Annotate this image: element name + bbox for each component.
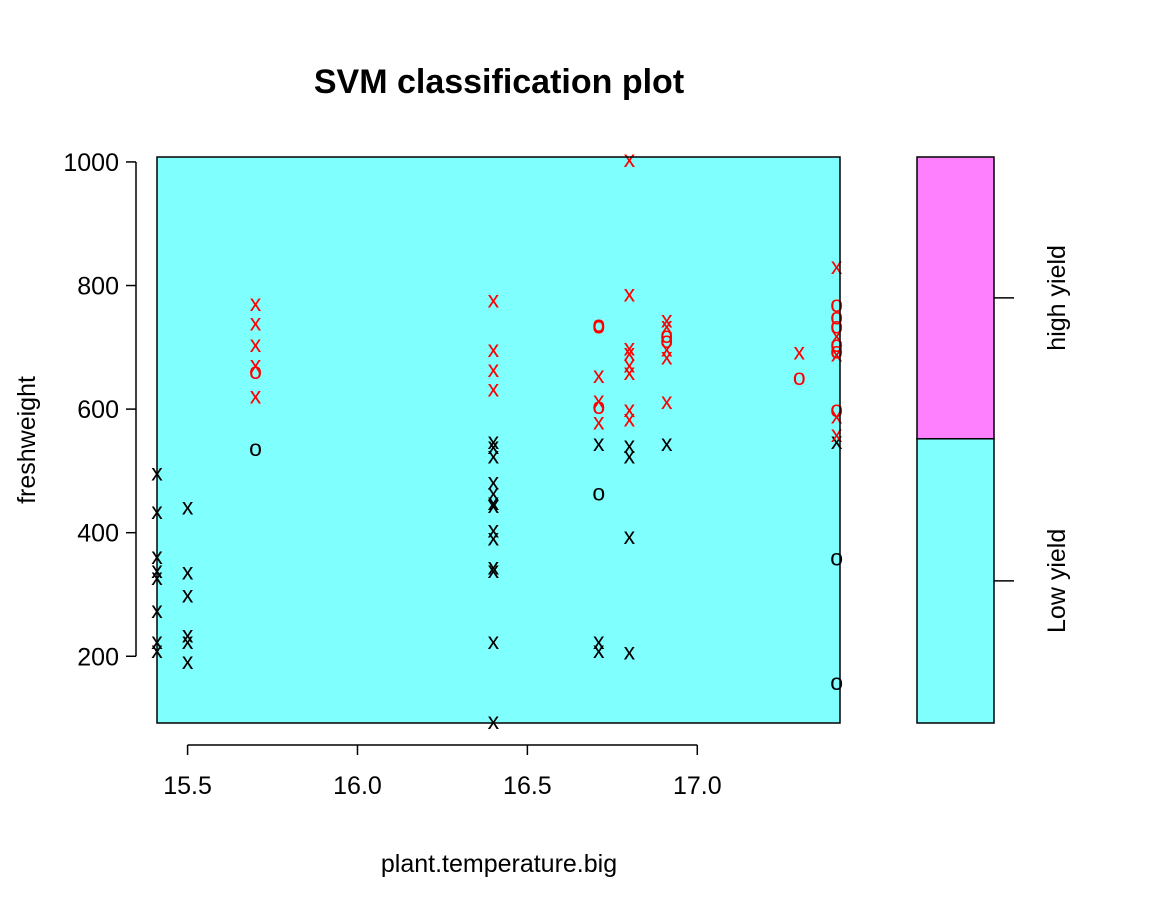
point-low-yield-35: x (624, 638, 636, 664)
point-low-yield-31: x (593, 637, 605, 663)
point-low-yield-13: x (182, 648, 194, 674)
point-high-yield-23: x (624, 405, 636, 431)
point-high-yield-21: x (624, 359, 636, 385)
y-tick-label-3: 800 (77, 273, 119, 301)
point-high-yield-17: x (624, 281, 636, 307)
point-low-yield-8: x (182, 494, 194, 520)
point-low-yield-30: x (593, 628, 605, 654)
point-low-yield-34: x (624, 523, 636, 549)
point-high-yield-7: x (488, 336, 500, 362)
point-low-yield-11: x (182, 622, 194, 648)
point-high-yield-26: o (660, 322, 673, 348)
point-low-yield-14: o (249, 435, 262, 461)
point-low-yield-19: x (488, 480, 500, 506)
y-axis-label: freshweight (13, 376, 41, 504)
point-high-yield-14: o (592, 393, 605, 419)
point-high-yield-32: o (793, 364, 806, 390)
point-low-yield-33: x (624, 442, 636, 468)
point-high-yield-2: x (250, 331, 262, 357)
point-high-yield-8: x (488, 356, 500, 382)
point-high-yield-28: x (661, 336, 673, 362)
point-low-yield-26: x (488, 628, 500, 654)
x-axis: 15.5 16.0 16.5 17.0 (163, 744, 722, 800)
point-high-yield-20: x (624, 352, 636, 378)
point-high-yield-4: o (249, 358, 262, 384)
y-axis: 200 400 600 800 1000 (63, 149, 137, 671)
point-high-yield-16: x (624, 146, 636, 172)
point-low-yield-18: x (488, 468, 500, 494)
point-low-yield-12: x (182, 628, 194, 654)
point-low-yield-39: o (830, 669, 843, 695)
point-high-yield-0: x (250, 290, 262, 316)
point-high-yield-9: x (488, 376, 500, 402)
x-tick-label-1: 16.0 (333, 772, 382, 800)
point-high-yield-22: x (624, 396, 636, 422)
point-high-yield-40: x (831, 340, 843, 366)
point-high-yield-10: o (592, 311, 605, 337)
legend-swatch-1 (916, 156, 995, 440)
point-high-yield-5: x (250, 383, 262, 409)
legend-label-1: high yield (1043, 245, 1071, 351)
point-high-yield-30: x (661, 388, 673, 414)
point-high-yield-3: x (250, 352, 262, 378)
x-tick-label-0: 15.5 (163, 772, 212, 800)
point-high-yield-31: x (793, 339, 805, 365)
point-low-yield-22: x (488, 517, 500, 543)
x-axis-label: plant.temperature.big (381, 850, 617, 878)
y-tick-label-1: 400 (77, 520, 119, 548)
point-high-yield-29: x (661, 344, 673, 370)
point-low-yield-32: x (624, 432, 636, 458)
point-low-yield-20: x (488, 489, 500, 515)
legend-swatch-0 (916, 438, 995, 724)
point-low-yield-15: x (488, 428, 500, 454)
point-low-yield-23: x (488, 525, 500, 551)
point-high-yield-33: x (831, 253, 843, 279)
point-low-yield-17: x (488, 442, 500, 468)
point-low-yield-24: x (488, 554, 500, 580)
point-high-yield-11: o (592, 313, 605, 339)
point-high-yield-25: x (661, 313, 673, 339)
point-high-yield-15: x (593, 408, 605, 434)
point-low-yield-36: x (661, 430, 673, 456)
decision-region (157, 157, 840, 723)
point-high-yield-19: x (624, 339, 636, 365)
point-low-yield-21: x (488, 492, 500, 518)
point-high-yield-24: x (661, 307, 673, 333)
point-high-yield-13: x (593, 387, 605, 413)
x-tick-label-2: 16.5 (503, 772, 552, 800)
legend-color-bar: Low yield high yield (916, 156, 1071, 724)
point-low-yield-25: x (488, 557, 500, 583)
point-high-yield-43: x (831, 421, 843, 447)
point-low-yield-29: o (592, 480, 605, 506)
point-low-yield-38: o (830, 544, 843, 570)
point-low-yield-10: x (182, 581, 194, 607)
point-low-yield-27: x (488, 708, 500, 734)
point-high-yield-1: x (250, 310, 262, 336)
chart-title: SVM classification plot (314, 63, 684, 101)
legend-label-0: Low yield (1043, 529, 1071, 633)
point-high-yield-18: x (624, 334, 636, 360)
point-low-yield-9: x (182, 559, 194, 585)
point-low-yield-28: x (593, 430, 605, 456)
plot-frame (156, 156, 841, 724)
y-tick-label-0: 200 (77, 643, 119, 671)
x-tick-label-3: 17.0 (673, 772, 722, 800)
point-high-yield-6: x (488, 287, 500, 313)
y-tick-label-2: 600 (77, 396, 119, 424)
point-high-yield-27: o (660, 327, 673, 353)
y-tick-label-4: 1000 (63, 149, 119, 177)
point-low-yield-16: x (488, 433, 500, 459)
point-high-yield-12: x (593, 362, 605, 388)
